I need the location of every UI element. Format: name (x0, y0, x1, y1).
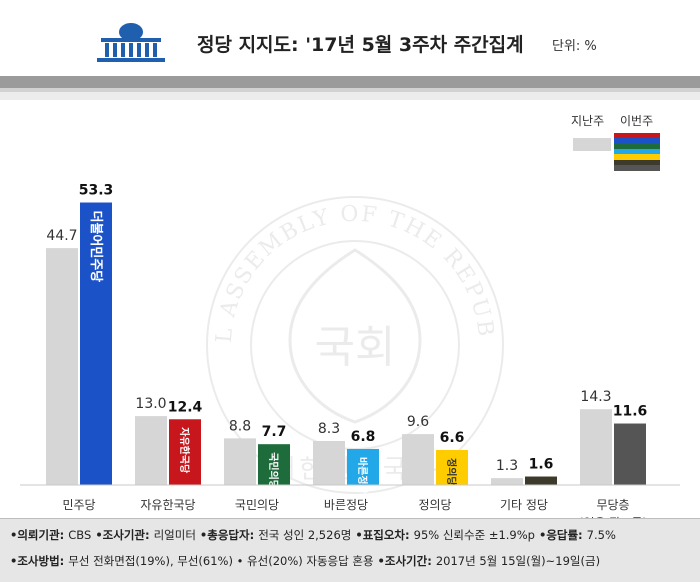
bar-this-week-0 (80, 202, 112, 485)
survey-info-2-value-1: 2017년 5월 15일(월)~19일(금) (435, 554, 601, 568)
survey-info-2-key-1: •조사기간: (373, 554, 436, 568)
watermark-center-text: 국회 (315, 322, 396, 373)
category-label-4: 정의당 (418, 498, 451, 512)
bar-chart: THE NATIONAL ASSEMBLY OF THE REPUBLIC OF… (0, 81, 680, 530)
survey-info-1-value-4: 7.5% (586, 528, 616, 542)
header-band (0, 76, 700, 88)
category-label-2: 국민의당 (235, 498, 279, 512)
bar-this-week-1 (169, 419, 201, 485)
party-logo-text-2: 국민의당 (267, 452, 280, 490)
value-label-last-week-5: 1.3 (496, 458, 518, 474)
national-assembly-building-icon (97, 23, 165, 62)
bar-last-week-2 (224, 438, 256, 485)
category-label-1: 자유한국당 (140, 498, 195, 512)
bar-last-week-3 (313, 441, 345, 485)
value-label-last-week-4: 9.6 (407, 414, 429, 430)
header-band-light (0, 88, 700, 92)
bar-last-week-4 (402, 434, 434, 485)
value-label-this-week-3: 6.8 (351, 429, 376, 445)
value-label-last-week-2: 8.8 (229, 418, 251, 434)
chart-area: THE NATIONAL ASSEMBLY OF THE REPUBLIC OF… (0, 81, 700, 530)
survey-info-2-value-0: 무선 전화면접(19%), 무선(61%) • 유선(20%) 자동응답 혼용 (68, 554, 374, 568)
value-label-this-week-2: 7.7 (262, 424, 287, 440)
category-label-6: 무당층 (596, 498, 629, 512)
chart-title: 정당 지지도: '17년 5월 3주차 주간집계 (197, 34, 524, 56)
legend-swatch-last-week (573, 138, 611, 151)
legend-label-this-week: 이번주 (620, 114, 654, 128)
survey-info-1-key-4: •응답률: (534, 528, 587, 542)
bar-this-week-6 (614, 423, 646, 485)
survey-info-1-key-0: •의뢰기관: (10, 528, 69, 542)
survey-info-line-2: •조사방법: 무선 전화면접(19%), 무선(61%) • 유선(20%) 자… (10, 553, 600, 569)
category-label-5: 기타 정당 (500, 498, 548, 512)
bar-this-week-2 (258, 444, 290, 485)
survey-info-line-1: •의뢰기관: CBS •조사기관: 리얼미터 •총응답자: 전국 성인 2,52… (10, 527, 616, 543)
party-logo-text-0: 더불어민주당 (88, 211, 104, 283)
survey-info-1-value-1: 리얼미터 (153, 528, 196, 542)
bar-this-week-3 (347, 448, 379, 485)
header-band-lighter (0, 92, 700, 100)
party-logo-text-4: 정의당 (445, 458, 458, 486)
survey-info-1-key-1: •조사기관: (91, 528, 154, 542)
survey-info-1-value-3: 95% 신뢰수준 ±1.9%p (413, 528, 535, 542)
value-label-this-week-6: 11.6 (613, 404, 648, 420)
header: 정당 지지도: '17년 5월 3주차 주간집계 단위: % (0, 0, 700, 76)
category-label-0: 민주당 (62, 498, 95, 512)
legend-label-last-week: 지난주 (571, 114, 605, 128)
bar-last-week-1 (135, 416, 167, 485)
category-label-3: 바른정당 (324, 498, 368, 512)
legend (573, 133, 660, 171)
bar-last-week-5 (491, 478, 523, 485)
value-label-this-week-4: 6.6 (440, 430, 465, 446)
value-label-last-week-1: 13.0 (135, 396, 166, 412)
value-label-this-week-0: 53.3 (79, 183, 114, 199)
survey-info-1-key-3: •표집오차: (351, 528, 414, 542)
survey-info-1-value-2: 전국 성인 2,526명 (258, 528, 352, 542)
survey-info-2-key-0: •조사방법: (10, 554, 69, 568)
survey-info-1-value-0: CBS (68, 528, 92, 542)
value-label-last-week-0: 44.7 (46, 228, 77, 244)
legend-swatch-this-week (614, 133, 660, 171)
survey-info-footer: •의뢰기관: CBS •조사기관: 리얼미터 •총응답자: 전국 성인 2,52… (0, 518, 700, 582)
unit-label: 단위: % (552, 39, 597, 54)
party-logo-text-3: 바른정당 (356, 457, 369, 495)
bar-this-week-5 (525, 476, 557, 485)
survey-info-1-key-2: •총응답자: (195, 528, 259, 542)
value-label-last-week-3: 8.3 (318, 421, 340, 437)
value-label-this-week-1: 12.4 (168, 399, 203, 415)
value-label-last-week-6: 14.3 (580, 389, 611, 405)
party-logo-text-1: 자유한국당 (178, 427, 191, 474)
bar-this-week-4 (436, 450, 468, 485)
bar-last-week-0 (46, 248, 78, 485)
bar-last-week-6 (580, 409, 612, 485)
value-label-this-week-5: 1.6 (529, 457, 554, 473)
